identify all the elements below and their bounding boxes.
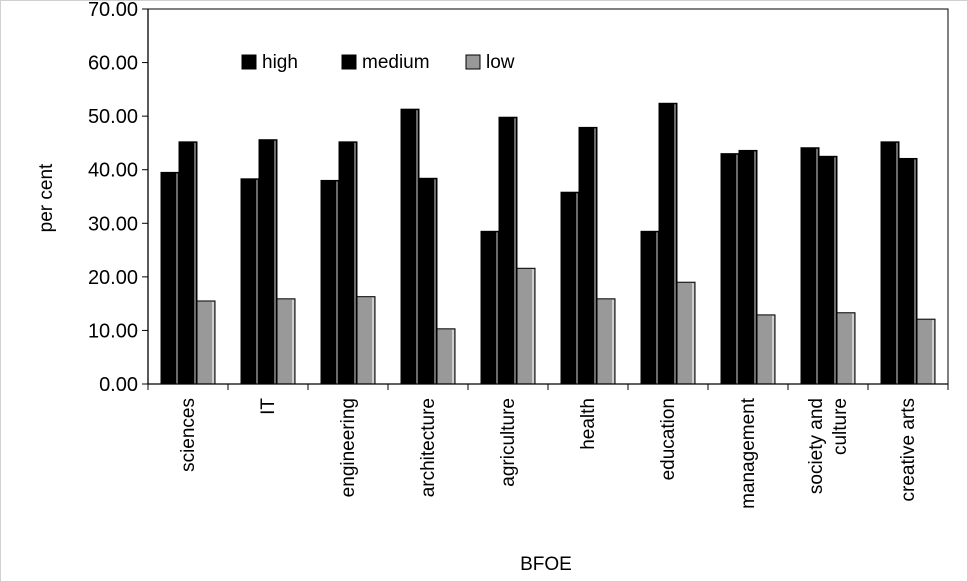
x-axis-ticks: sciences IT engineering architecture agricul… [147,384,949,509]
x-tick-label-line: management [738,397,759,509]
bar-low-highlight [932,320,934,384]
x-tick-label-line: IT [258,398,279,415]
y-tick-label: 30.00 [88,213,138,235]
x-tick-label: education [658,398,679,480]
bar-high-highlight [896,142,898,384]
x-tick-label: engineering [338,398,359,497]
x-tick-label-line: sciences [178,398,199,472]
x-tick-label-line: agriculture [498,398,519,487]
bar-medium-highlight [274,140,276,384]
y-tick-label: 20.00 [88,267,138,289]
x-tick-label: sciences [178,398,199,472]
legend-label-high: high [262,52,298,73]
bar-high-highlight [576,193,578,384]
x-tick-label: health [578,398,599,450]
x-tick-label-line: society and [806,398,827,494]
bar-medium-highlight [514,118,516,384]
x-tick-label-line: architecture [418,398,439,497]
bar-medium-highlight [434,179,436,384]
x-tick-label: IT [258,398,279,415]
bar-low-highlight [772,315,774,384]
bar-low-highlight [532,269,534,384]
x-tick-label: agriculture [498,398,519,487]
x-axis-title: BFOE [520,554,572,575]
x-tick-label-line: health [578,398,599,450]
bar-medium-highlight [354,142,356,384]
x-tick-label-line: education [658,398,679,480]
bar-medium-highlight [754,151,756,384]
bar-high-highlight [176,173,178,384]
legend-swatch-medium [341,54,357,70]
bar-high-highlight [416,110,418,384]
legend-swatch-high [241,54,257,70]
bar-medium-highlight [914,159,916,384]
x-tick-label-line: engineering [338,398,359,497]
bar-group [160,102,936,385]
y-axis-ticks: 0.00 10.00 20.00 30.00 40.00 50.00 60.00 70.00 [88,0,148,396]
y-tick-label: 70.00 [88,0,138,21]
bar-high-highlight [496,232,498,384]
bar-medium-highlight [834,157,836,384]
y-tick-label: 50.00 [88,106,138,128]
bar-low-highlight [452,329,454,384]
bar-low-highlight [212,301,214,384]
x-tick-label: architecture [418,398,439,497]
bar-low-highlight [292,299,294,384]
bar-high-highlight [656,232,658,384]
bar-high-highlight [816,148,818,384]
x-tick-label-line: creative arts [898,398,919,501]
legend: high medium low [241,52,515,73]
bar-medium-highlight [594,128,596,384]
x-tick-label: management [738,397,759,509]
y-tick-label: 40.00 [88,160,138,182]
bar-low-highlight [852,313,854,384]
y-tick-label: 10.00 [88,320,138,342]
y-tick-label: 60.00 [88,53,138,75]
y-tick-label: 0.00 [99,374,138,396]
bar-medium-highlight [194,142,196,384]
bar-medium-highlight [674,104,676,385]
legend-item-high: high [241,52,298,73]
legend-label-low: low [486,52,515,73]
bar-low-highlight [692,283,694,384]
x-tick-label-line: culture [830,398,851,455]
x-tick-label: society and culture [806,398,851,494]
y-axis-title: per cent [36,163,57,232]
bar-high-highlight [736,154,738,384]
legend-label-medium: medium [362,52,430,73]
bar-high-highlight [256,179,258,384]
legend-item-medium: medium [341,52,430,73]
bar-high-highlight [336,181,338,384]
bar-low-highlight [372,297,374,384]
legend-swatch-low [465,54,481,70]
bar-low-highlight [612,299,614,384]
x-tick-label: creative arts [898,398,919,501]
legend-item-low: low [465,52,515,73]
